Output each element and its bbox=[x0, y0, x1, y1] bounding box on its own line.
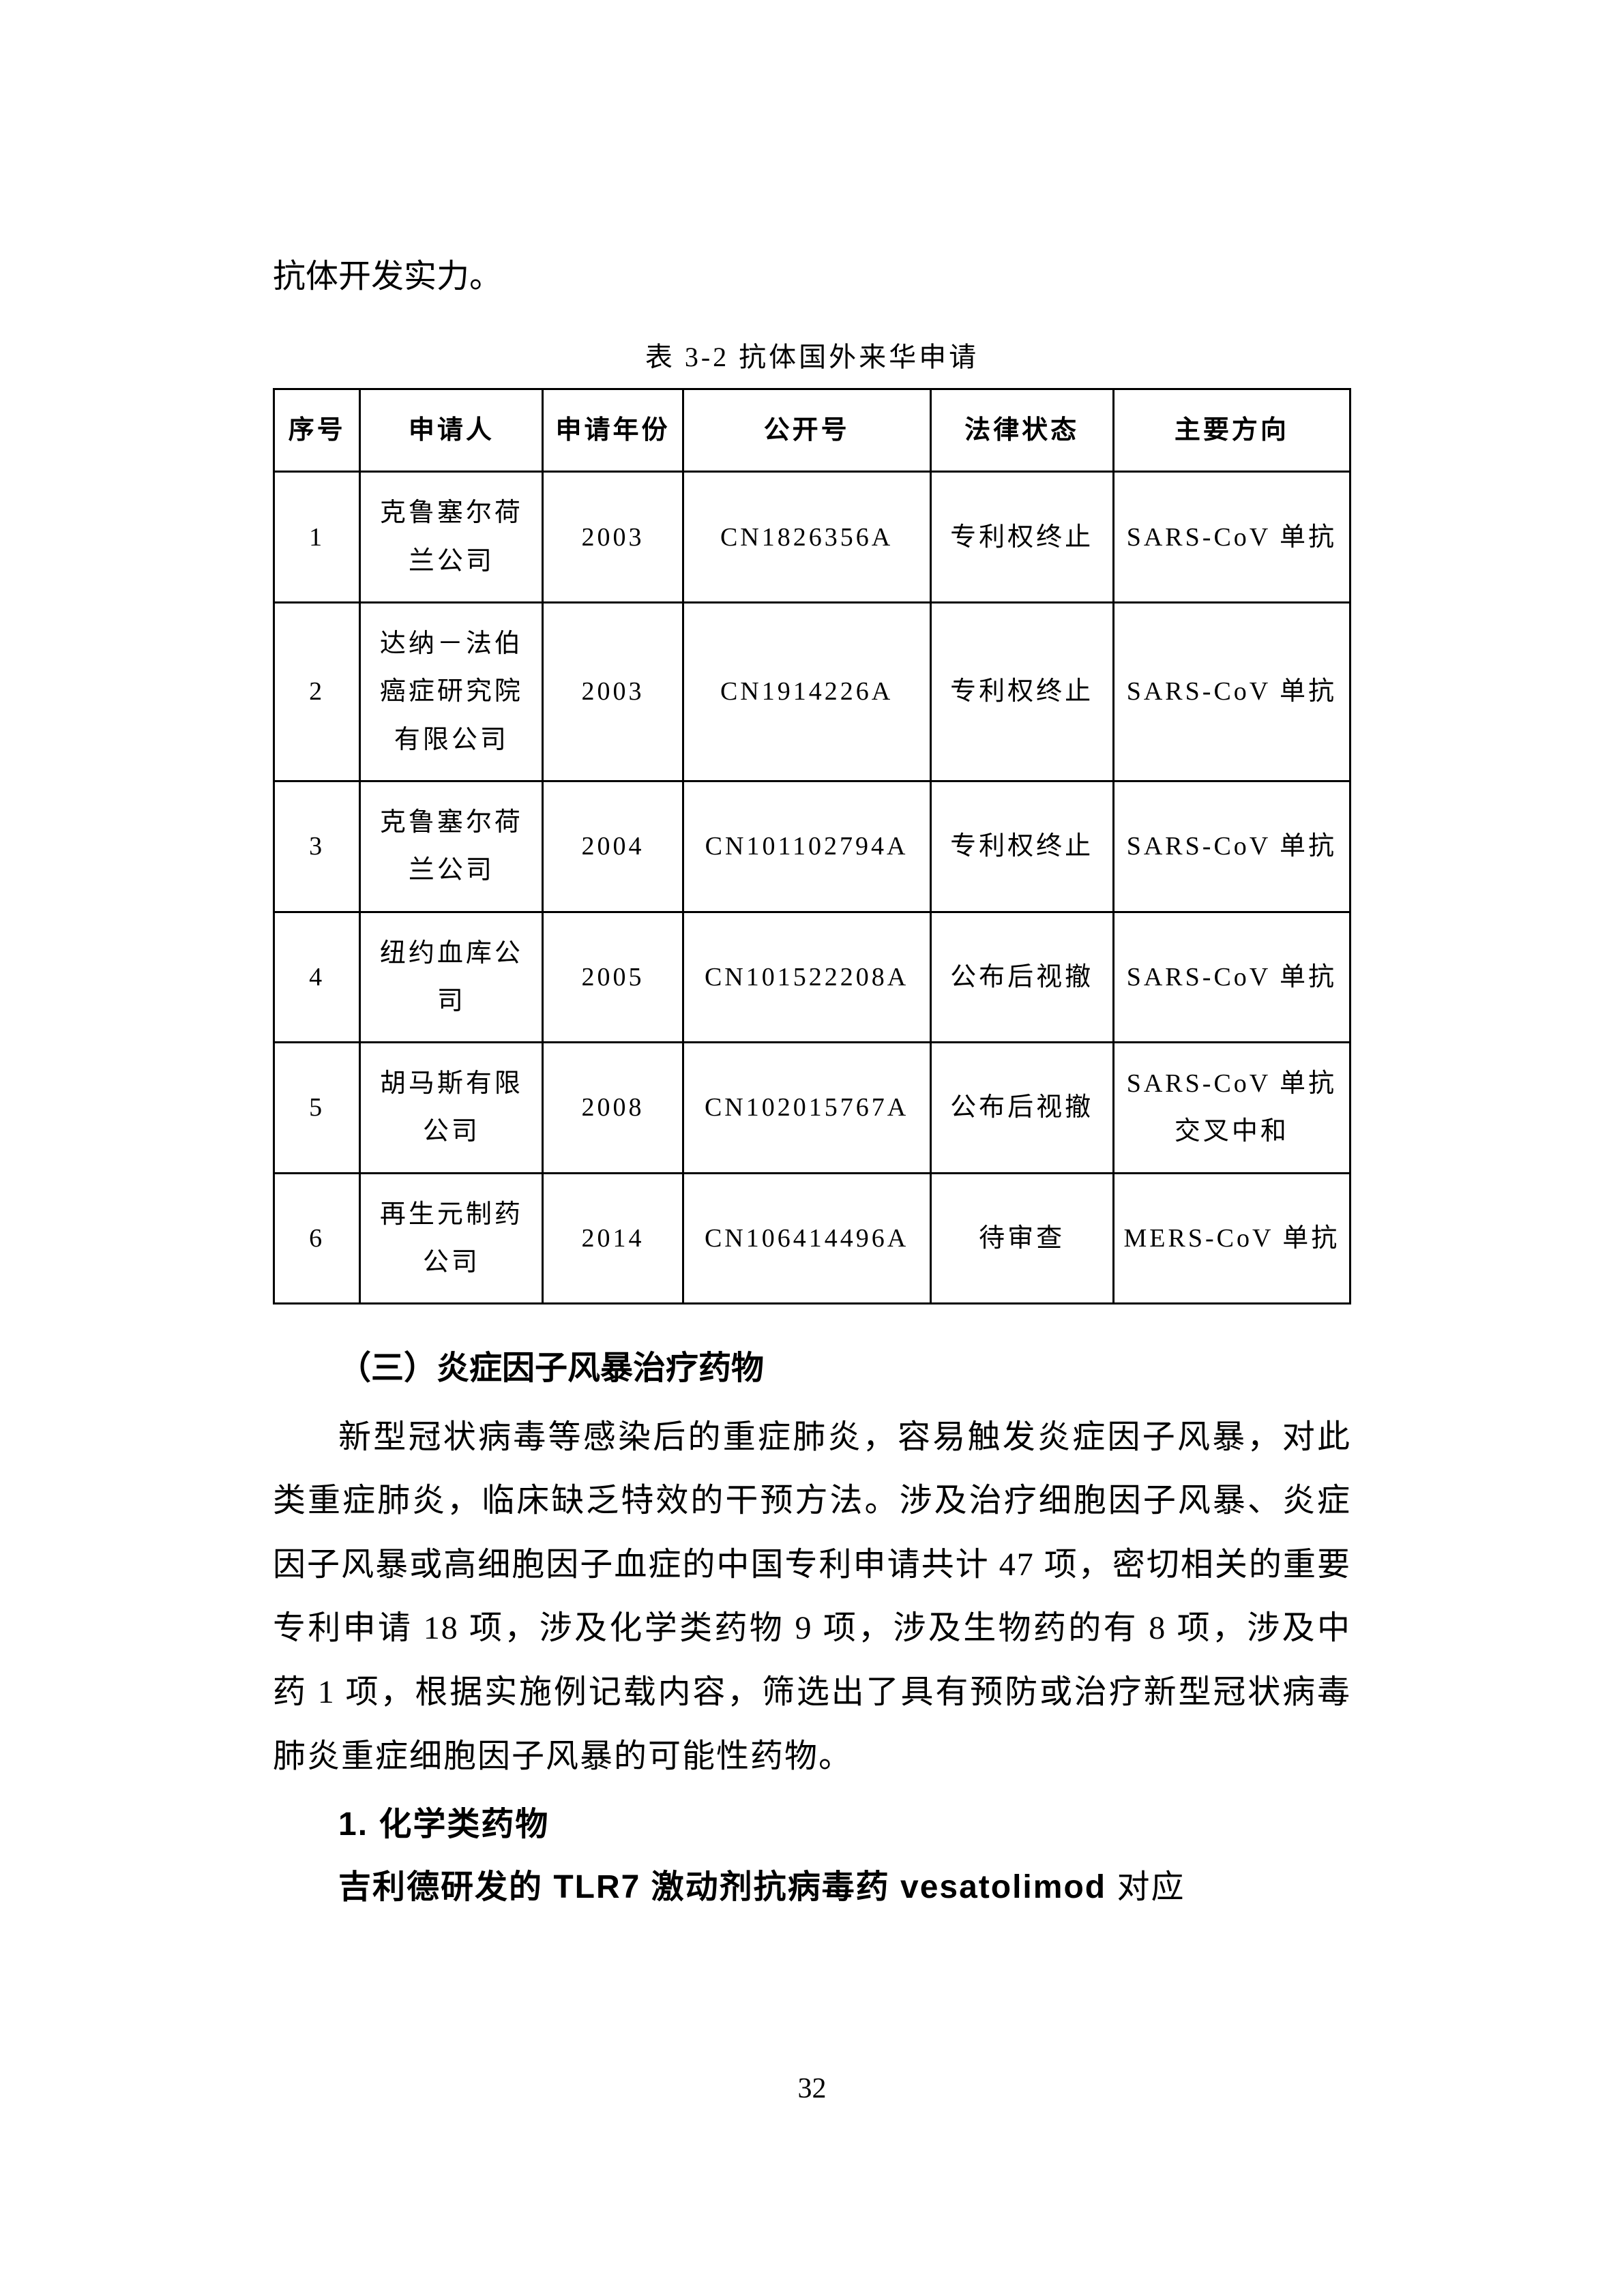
cell-pubno: CN101102794A bbox=[683, 781, 930, 912]
cell-direction: SARS-CoV 单抗 bbox=[1113, 472, 1350, 603]
cell-pubno: CN1826356A bbox=[683, 472, 930, 603]
table-row: 4 纽约血库公司 2005 CN101522208A 公布后视撤 SARS-Co… bbox=[274, 912, 1350, 1043]
table-body: 1 克鲁塞尔荷兰公司 2003 CN1826356A 专利权终止 SARS-Co… bbox=[274, 472, 1350, 1304]
cell-seq: 2 bbox=[274, 603, 360, 781]
table-caption: 表 3-2 抗体国外来华申请 bbox=[273, 335, 1351, 374]
cell-pubno: CN106414496A bbox=[683, 1173, 930, 1304]
cell-year: 2003 bbox=[543, 603, 683, 781]
table-row: 6 再生元制药公司 2014 CN106414496A 待审查 MERS-CoV… bbox=[274, 1173, 1350, 1304]
cell-applicant: 克鲁塞尔荷兰公司 bbox=[360, 472, 543, 603]
cell-applicant: 达纳－法伯癌症研究院有限公司 bbox=[360, 603, 543, 781]
table-row: 2 达纳－法伯癌症研究院有限公司 2003 CN1914226A 专利权终止 S… bbox=[274, 603, 1350, 781]
cell-direction: SARS-CoV 单抗交叉中和 bbox=[1113, 1043, 1350, 1174]
cell-direction: SARS-CoV 单抗 bbox=[1113, 781, 1350, 912]
th-status: 法律状态 bbox=[930, 389, 1113, 472]
cell-year: 2008 bbox=[543, 1043, 683, 1174]
cell-applicant: 克鲁塞尔荷兰公司 bbox=[360, 781, 543, 912]
last-line: 吉利德研发的 TLR7 激动剂抗病毒药 vesatolimod 对应 bbox=[273, 1855, 1351, 1920]
page-content: 抗体开发实力。 表 3-2 抗体国外来华申请 序号 申请人 申请年份 公开号 法… bbox=[0, 0, 1624, 2061]
cell-direction: SARS-CoV 单抗 bbox=[1113, 603, 1350, 781]
th-direction: 主要方向 bbox=[1113, 389, 1350, 472]
cell-status: 公布后视撤 bbox=[930, 1043, 1113, 1174]
table-row: 5 胡马斯有限公司 2008 CN102015767A 公布后视撤 SARS-C… bbox=[274, 1043, 1350, 1174]
cell-seq: 4 bbox=[274, 912, 360, 1043]
cell-status: 待审查 bbox=[930, 1173, 1113, 1304]
cell-status: 专利权终止 bbox=[930, 472, 1113, 603]
cell-pubno: CN1914226A bbox=[683, 603, 930, 781]
sub-heading: 1. 化学类药物 bbox=[273, 1793, 1351, 1855]
body-paragraph: 新型冠状病毒等感染后的重症肺炎，容易触发炎症因子风暴，对此类重症肺炎，临床缺乏特… bbox=[273, 1405, 1351, 1789]
th-year: 申请年份 bbox=[543, 389, 683, 472]
intro-line: 抗体开发实力。 bbox=[273, 245, 1351, 308]
th-seq: 序号 bbox=[274, 389, 360, 472]
cell-year: 2003 bbox=[543, 472, 683, 603]
cell-status: 专利权终止 bbox=[930, 781, 1113, 912]
section-heading: （三）炎症因子风暴治疗药物 bbox=[273, 1337, 1351, 1399]
cell-seq: 6 bbox=[274, 1173, 360, 1304]
table-row: 3 克鲁塞尔荷兰公司 2004 CN101102794A 专利权终止 SARS-… bbox=[274, 781, 1350, 912]
cell-seq: 5 bbox=[274, 1043, 360, 1174]
page-number: 32 bbox=[0, 2072, 1624, 2105]
cell-status: 专利权终止 bbox=[930, 603, 1113, 781]
cell-year: 2005 bbox=[543, 912, 683, 1043]
antibody-table: 序号 申请人 申请年份 公开号 法律状态 主要方向 1 克鲁塞尔荷兰公司 200… bbox=[273, 388, 1351, 1304]
cell-direction: MERS-CoV 单抗 bbox=[1113, 1173, 1350, 1304]
cell-year: 2014 bbox=[543, 1173, 683, 1304]
cell-pubno: CN102015767A bbox=[683, 1043, 930, 1174]
th-pubno: 公开号 bbox=[683, 389, 930, 472]
table-row: 1 克鲁塞尔荷兰公司 2003 CN1826356A 专利权终止 SARS-Co… bbox=[274, 472, 1350, 603]
cell-status: 公布后视撤 bbox=[930, 912, 1113, 1043]
table-header-row: 序号 申请人 申请年份 公开号 法律状态 主要方向 bbox=[274, 389, 1350, 472]
cell-seq: 3 bbox=[274, 781, 360, 912]
cell-pubno: CN101522208A bbox=[683, 912, 930, 1043]
cell-applicant: 胡马斯有限公司 bbox=[360, 1043, 543, 1174]
last-line-bold: 吉利德研发的 TLR7 激动剂抗病毒药 vesatolimod bbox=[338, 1869, 1117, 1905]
cell-applicant: 再生元制药公司 bbox=[360, 1173, 543, 1304]
cell-year: 2004 bbox=[543, 781, 683, 912]
th-applicant: 申请人 bbox=[360, 389, 543, 472]
cell-direction: SARS-CoV 单抗 bbox=[1113, 912, 1350, 1043]
cell-seq: 1 bbox=[274, 472, 360, 603]
last-line-plain: 对应 bbox=[1117, 1869, 1185, 1905]
cell-applicant: 纽约血库公司 bbox=[360, 912, 543, 1043]
